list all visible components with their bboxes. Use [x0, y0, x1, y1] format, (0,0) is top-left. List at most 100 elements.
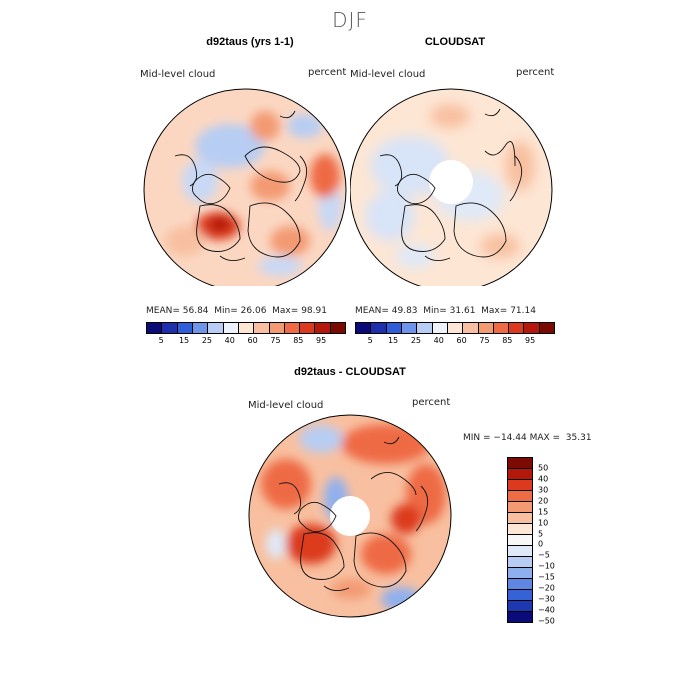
- panel2-colorbar-swatch: [463, 323, 479, 333]
- diff-colorbar-tick-label: −20: [538, 583, 555, 593]
- panel1-colorbar-swatch: [162, 323, 178, 333]
- panel2-mean-label: MEAN=: [355, 306, 389, 316]
- panel2-colorbar-tick-label: 95: [525, 336, 536, 345]
- panel2-polar-hole: [429, 160, 473, 204]
- diff-colorbar-swatch: [508, 458, 532, 469]
- panel2-colorbar-swatch: [417, 323, 433, 333]
- panel2-colorbar-swatch: [386, 323, 402, 333]
- panel1-colorbar-tick-label: 40: [224, 336, 235, 345]
- panel2-min-value: 31.61: [449, 306, 476, 316]
- diff-colorbar-tick-label: −40: [538, 605, 555, 615]
- diff-polar-hole: [330, 496, 370, 536]
- diff-colorbar-swatch: [508, 535, 532, 546]
- panel1-mean-label: MEAN=: [146, 306, 180, 316]
- diff-colorbar-tick-label: 40: [538, 474, 549, 484]
- panel1-coastlines: [174, 110, 308, 261]
- panel1-colorbar-tick-label: 75: [270, 336, 281, 345]
- diff-colorbar-swatch: [508, 513, 532, 524]
- diff-colorbar-tick-label: 20: [538, 496, 549, 506]
- panel2-units: percent: [516, 67, 555, 78]
- panel1-colorbar-swatch: [238, 323, 255, 333]
- diff-colorbar-swatch: [508, 579, 532, 590]
- diff-coastlines: [278, 436, 429, 591]
- panel2-colorbar-tick-label: 40: [433, 336, 444, 345]
- panel2-colorbar: [355, 322, 555, 334]
- diff-colorbar-tick-label: −10: [538, 561, 555, 571]
- panel2-colorbar-swatch: [432, 323, 448, 333]
- panel2-colorbar-swatch: [524, 323, 540, 333]
- diff-polar-map: [248, 414, 452, 618]
- panel1-mean-value: 56.84: [182, 306, 209, 316]
- panel1-colorbar-swatch: [315, 323, 331, 333]
- season-title: DJF: [332, 8, 368, 32]
- panel1-colorbar-tick-label: 5: [158, 336, 164, 345]
- panel2-colorbar-swatch: [401, 323, 418, 333]
- panel1-colorbar-tick-label: 95: [316, 336, 327, 345]
- panel1-min-label: Min=: [214, 306, 238, 316]
- panel1-colorbar: [146, 322, 346, 334]
- panel2-colorbar-swatch: [509, 323, 525, 333]
- diff-colorbar-swatch: [508, 557, 532, 568]
- panel2-colorbar-swatch: [539, 323, 555, 333]
- panel1-colorbar-swatch: [284, 323, 301, 333]
- panel2-colorbar-tick-label: 5: [367, 336, 373, 345]
- diff-colorbar-tick-label: −15: [538, 572, 555, 582]
- panel1-variable: Mid-level cloud: [140, 69, 216, 80]
- panel2-coastlines: [379, 108, 523, 261]
- diff-colorbar-swatch: [508, 612, 532, 622]
- diff-units: percent: [412, 397, 451, 408]
- panel1-colorbar-swatch: [254, 323, 270, 333]
- panel1-polar-map: [143, 88, 347, 286]
- panel1-colorbar-swatch: [300, 323, 316, 333]
- panel1-units: percent: [308, 67, 347, 78]
- diff-colorbar-tick-label: −50: [538, 616, 555, 626]
- diff-colorbar-tick-label: 15: [538, 507, 549, 517]
- panel2-colorbar-tick-label: 25: [410, 336, 422, 345]
- panel2-variable: Mid-level cloud: [350, 69, 426, 80]
- panel1-colorbar-swatch: [177, 323, 193, 333]
- diff-colorbar-swatch: [508, 480, 532, 491]
- diff-colorbar-ticks: 50 40 30 20 15 10 5 0 −5 −10 −15 −20 −30 −40 −50: [538, 457, 578, 625]
- diff-colorbar-tick-label: 50: [538, 463, 549, 473]
- panel2-colorbar-swatch: [371, 323, 387, 333]
- diff-colorbar-tick-label: 0: [538, 539, 544, 549]
- panel1-colorbar-swatch: [192, 323, 209, 333]
- panel2-colorbar-tick-label: 85: [502, 336, 513, 345]
- panel2-colorbar-swatch: [493, 323, 510, 333]
- panel2-mean-value: 49.83: [391, 306, 418, 316]
- panel1-colorbar-tick-label: 85: [293, 336, 304, 345]
- diff-colorbar-tick-label: 10: [538, 518, 549, 528]
- panel2-max-label: Max=: [481, 306, 508, 316]
- panel1-colorbar-swatch: [223, 323, 239, 333]
- diff-colorbar-swatch: [508, 568, 532, 579]
- panel1-colorbar-swatch: [208, 323, 224, 333]
- panel2-max-value: 71.14: [510, 306, 536, 316]
- panel2-colorbar-swatch: [356, 323, 372, 333]
- diff-title: d92taus - CLOUDSAT: [294, 366, 406, 378]
- panel1-colorbar-swatch: [330, 323, 346, 333]
- diff-colorbar-swatch: [508, 590, 532, 601]
- diff-colorbar-tick-label: −5: [538, 550, 550, 560]
- panel1-stats: MEAN= 56.84 Min= 26.06 Max= 98.91: [146, 306, 327, 316]
- panel2-title: CLOUDSAT: [424, 36, 486, 48]
- diff-colorbar-tick-label: 5: [538, 529, 544, 539]
- panel1-colorbar-swatch: [269, 323, 285, 333]
- diff-colorbar-swatch: [508, 469, 532, 480]
- panel2-colorbar-swatch: [478, 323, 494, 333]
- panel2-stats: MEAN= 49.83 Min= 31.61 Max= 71.14: [355, 306, 536, 316]
- panel2-colorbar-tick-label: 60: [456, 336, 467, 345]
- panel1-colorbar-tick-label: 15: [178, 336, 190, 345]
- diff-variable: Mid-level cloud: [248, 400, 324, 411]
- panel1-title: d92taus (yrs 1-1): [206, 36, 294, 48]
- diff-colorbar-swatch: [508, 491, 532, 502]
- diff-colorbar-swatch: [508, 524, 532, 535]
- diff-colorbar-swatch: [508, 502, 532, 513]
- diff-colorbar-swatch: [508, 546, 532, 557]
- panel2-min-label: Min=: [423, 306, 447, 316]
- diff-colorbar: [507, 457, 533, 623]
- panel1-colorbar-swatch: [147, 323, 163, 333]
- panel2-colorbar-tick-label: 75: [479, 336, 490, 345]
- diff-colorbar-swatch: [508, 601, 532, 612]
- panel1-min-value: 26.06: [240, 306, 267, 316]
- panel1-max-label: Max=: [272, 306, 299, 316]
